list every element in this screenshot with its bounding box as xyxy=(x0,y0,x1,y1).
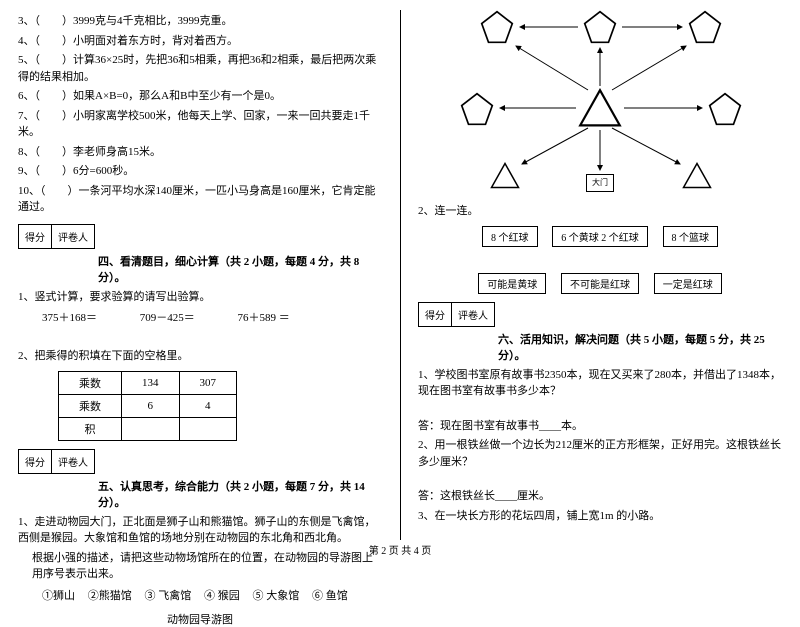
opt: ⑤ 大象馆 xyxy=(253,590,300,602)
grader-label: 评卷人 xyxy=(452,302,495,327)
score-box: 得分 评卷人 xyxy=(18,449,382,474)
tf-item: 6、（ ）如果A×B=0，那么A和B中至少有一个是0。 xyxy=(18,88,382,105)
page-footer: 第 2 页 共 4 页 xyxy=(0,542,800,557)
q4-2: 2、把乘得的积填在下面的空格里。 xyxy=(18,348,382,365)
cell: 4 xyxy=(179,394,237,417)
section-5-title: 五、认真思考，综合能力（共 2 小题，每题 7 分，共 14 分）。 xyxy=(18,478,382,510)
q2-label: 2、连一连。 xyxy=(418,203,782,220)
score-label: 得分 xyxy=(418,302,452,327)
q4-1: 1、竖式计算，要求验算的请写出验算。 xyxy=(18,289,382,306)
cell: 134 xyxy=(122,371,180,394)
map-title: 动物园导游图 xyxy=(18,611,382,627)
mul-table: 乘数134307 乘数64 积 xyxy=(58,371,237,441)
calc-expr: 76＋589 ＝ xyxy=(238,309,290,325)
score-box: 得分 评卷人 xyxy=(18,224,382,249)
cell xyxy=(122,417,180,440)
tf-item: 3、（ ）3999克与4千克相比，3999克重。 xyxy=(18,13,382,30)
match-box: 不可能是红球 xyxy=(561,273,639,294)
tf-item: 9、（ ）6分=600秒。 xyxy=(18,163,382,180)
opt: ②熊猫馆 xyxy=(88,590,132,602)
match-box: 可能是黄球 xyxy=(478,273,546,294)
grader-label: 评卷人 xyxy=(52,449,95,474)
match-box: 8 个红球 xyxy=(482,226,538,247)
score-label: 得分 xyxy=(18,449,52,474)
calc-row: 375＋168＝ 709－425＝ 76＋589 ＝ xyxy=(18,309,382,325)
opt: ③ 飞禽馆 xyxy=(145,590,192,602)
column-divider xyxy=(400,10,401,540)
section-4-title: 四、看清题目，细心计算（共 2 小题，每题 4 分，共 8 分）。 xyxy=(18,253,382,285)
section-6-title: 六、活用知识，解决问题（共 5 小题，每题 5 分，共 25 分）。 xyxy=(418,331,782,363)
tf-item: 7、（ ）小明家离学校500米，他每天上学、回家，一来一回共要走1千米。 xyxy=(18,108,382,141)
tf-item: 8、（ ）李老师身高15米。 xyxy=(18,144,382,161)
a6-2: 答：这根铁丝长____厘米。 xyxy=(418,488,782,505)
right-column: 大门 2、连一连。 xyxy=(400,0,800,540)
cell: 积 xyxy=(59,417,122,440)
opt: ④ 猴园 xyxy=(204,590,240,602)
tf-item: 5、（ ）计算36×25时，先把36和5相乘，再把36和2相乘，最后把两次乘得的… xyxy=(18,52,382,85)
opt: ①狮山 xyxy=(42,590,75,602)
grader-label: 评卷人 xyxy=(52,224,95,249)
q6-1: 1、学校图书室原有故事书2350本，现在又买来了280本，并借出了1348本，现… xyxy=(418,367,782,400)
calc-expr: 375＋168＝ xyxy=(42,309,97,325)
match-box: 一定是红球 xyxy=(654,273,722,294)
left-column: 3、（ ）3999克与4千克相比，3999克重。 4、（ ）小明面对着东方时，背… xyxy=(0,0,400,540)
cell: 乘数 xyxy=(59,371,122,394)
tf-item: 4、（ ）小明面对着东方时，背对着西方。 xyxy=(18,33,382,50)
score-box: 得分 评卷人 xyxy=(418,302,782,327)
score-label: 得分 xyxy=(18,224,52,249)
cell: 乘数 xyxy=(59,394,122,417)
q6-3: 3、在一块长方形的花坛四周，铺上宽1m 的小路。 xyxy=(418,508,782,525)
cell: 6 xyxy=(122,394,180,417)
arrows xyxy=(450,10,750,200)
zoo-diagram: 大门 xyxy=(450,10,750,200)
match-box: 6 个黄球 2 个红球 xyxy=(552,226,648,247)
match-box: 8 个篮球 xyxy=(663,226,719,247)
calc-expr: 709－425＝ xyxy=(140,309,195,325)
cell: 307 xyxy=(179,371,237,394)
cell xyxy=(179,417,237,440)
match-row-1: 8 个红球 6 个黄球 2 个红球 8 个篮球 xyxy=(418,226,782,247)
match-row-2: 可能是黄球 不可能是红球 一定是红球 xyxy=(418,273,782,294)
options-row: ①狮山 ②熊猫馆 ③ 飞禽馆 ④ 猴园 ⑤ 大象馆 ⑥ 鱼馆 xyxy=(18,587,382,603)
tf-item: 10、（ ）一条河平均水深140厘米，一匹小马身高是160厘米，它肯定能通过。 xyxy=(18,183,382,216)
opt: ⑥ 鱼馆 xyxy=(312,590,348,602)
a6-1: 答：现在图书室有故事书____本。 xyxy=(418,418,782,435)
q6-2: 2、用一根铁丝做一个边长为212厘米的正方形框架，正好用完。这根铁丝长多少厘米？ xyxy=(418,437,782,470)
